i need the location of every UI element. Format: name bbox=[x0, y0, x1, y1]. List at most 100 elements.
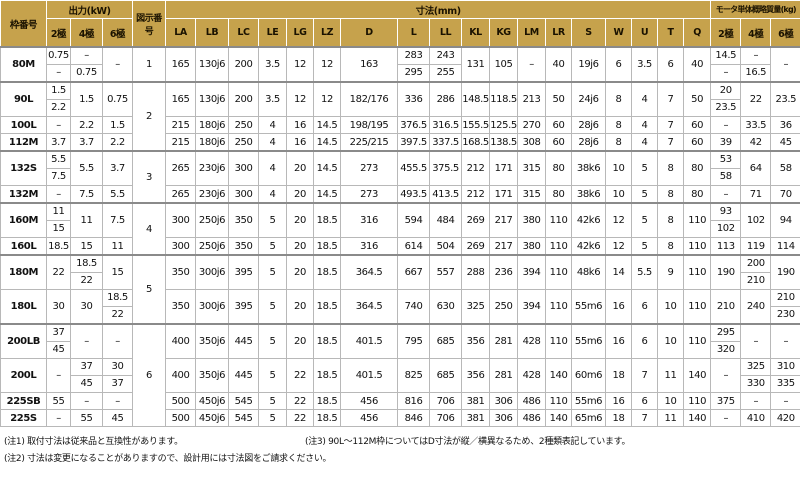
cell: 45 bbox=[770, 133, 800, 152]
split-cell: 11 15 bbox=[46, 202, 71, 238]
cell: 740 bbox=[397, 289, 431, 325]
cell: 140 bbox=[683, 409, 712, 427]
cell: 400 bbox=[165, 323, 197, 359]
cell: 131 bbox=[461, 46, 491, 83]
cell: 281 bbox=[489, 358, 519, 393]
cell: 381 bbox=[461, 409, 491, 427]
header-cell: 6極 bbox=[101, 18, 134, 48]
cell: 20 bbox=[286, 202, 315, 238]
cell: 450j6 bbox=[195, 409, 230, 427]
split-cell: 243 255 bbox=[429, 46, 463, 83]
table-row: 112M 3.7 3.7 2.2 215 180j6 250 4 16 14.5 225/215 39… bbox=[0, 133, 800, 152]
cell: 300 bbox=[165, 237, 197, 256]
cell: 8 bbox=[605, 116, 633, 134]
cell: 163 bbox=[340, 46, 399, 83]
frame-cell: 132S bbox=[0, 150, 47, 186]
cell-value: 23.5 bbox=[711, 99, 740, 116]
frame-cell: 200L bbox=[0, 358, 47, 393]
header-cell: LZ bbox=[313, 18, 342, 48]
cell: 7.5 bbox=[101, 202, 134, 238]
cell: 130j6 bbox=[195, 81, 230, 117]
cell: 273 bbox=[340, 185, 399, 204]
split-cell: 310 335 bbox=[770, 358, 800, 393]
header-cell: LA bbox=[165, 18, 197, 48]
cell-value: 93 bbox=[719, 206, 732, 217]
cell: 5 bbox=[631, 185, 659, 204]
cell: 500 bbox=[165, 409, 197, 427]
cell: 18.5 bbox=[313, 202, 342, 238]
cell: 350 bbox=[228, 202, 260, 238]
cell: 6 bbox=[631, 323, 659, 359]
cell: 12 bbox=[286, 81, 315, 117]
cell: 16 bbox=[605, 392, 633, 410]
table-row: 225SB 55– –500 450j6 545 5 22 18.5 456 816 706 381 3… bbox=[0, 392, 800, 410]
cell: – bbox=[70, 392, 103, 410]
cell: 11 bbox=[70, 202, 103, 238]
cell: 140 bbox=[545, 409, 573, 427]
cell: 455.5 bbox=[397, 150, 431, 186]
header-cell: 枠番号 bbox=[0, 0, 47, 48]
table-body: 80M 0.75– –0.75–1 165 130j6 200 3.5 12 12 163 283 2… bbox=[0, 46, 800, 427]
cell: 395 bbox=[228, 254, 260, 290]
table-row: 100L –2.2 1.5 215 180j6 250 4 16 14.5 198/195 376.… bbox=[0, 116, 800, 134]
cell: 20 bbox=[286, 323, 315, 359]
cell: 14.5 bbox=[313, 185, 342, 204]
header-row: 枠番号 出力(kW) 図示番号 寸法(mm) モータ単体概略質量(kg) bbox=[0, 0, 800, 48]
cell: 630 bbox=[429, 289, 463, 325]
cell-value: – bbox=[47, 64, 70, 81]
cell: 250 bbox=[228, 116, 260, 134]
cell-value: 295 bbox=[398, 64, 429, 81]
cell-value: 37 bbox=[52, 327, 65, 338]
cell: 212 bbox=[461, 150, 491, 186]
cell: 12 bbox=[286, 46, 315, 83]
split-cell: 14.5 – bbox=[710, 46, 742, 83]
table-row: 80M 0.75– –0.75–1 165 130j6 200 3.5 12 12 163 283 2… bbox=[0, 46, 800, 83]
header-cell: S bbox=[571, 18, 607, 48]
frame-cell: 132M bbox=[0, 185, 47, 204]
split-cell: 200 210 bbox=[740, 254, 772, 290]
frame-cell: 180L bbox=[0, 289, 47, 325]
cell: 55 bbox=[46, 392, 71, 410]
cell: 18.5 bbox=[313, 254, 342, 290]
cell: 14.5 bbox=[313, 150, 342, 186]
cell: – bbox=[46, 185, 71, 204]
cell: – bbox=[770, 392, 800, 410]
cell: 706 bbox=[429, 409, 463, 427]
cell: 356 bbox=[461, 358, 491, 393]
header-cell: L bbox=[397, 18, 431, 48]
figure-cell: 2 bbox=[132, 81, 167, 152]
cell: 500 bbox=[165, 392, 197, 410]
cell: 7 bbox=[631, 358, 659, 393]
cell: 213 bbox=[517, 81, 547, 117]
cell: 273 bbox=[340, 150, 399, 186]
cell: 364.5 bbox=[340, 289, 399, 325]
cell: 376.5 bbox=[397, 116, 431, 134]
cell: 60m6 bbox=[571, 358, 607, 393]
table-row: 225S –55 45 500 450j6 545 5 22 18.5 456 846 706 381 3… bbox=[0, 409, 800, 427]
split-cell: 295 320 bbox=[710, 323, 742, 359]
cell-value: 102 bbox=[711, 220, 740, 237]
cell: 110 bbox=[545, 237, 573, 256]
cell-value: 335 bbox=[771, 375, 800, 392]
cell-value: 5.5 bbox=[51, 154, 66, 165]
cell-value: 14.5 bbox=[715, 50, 737, 61]
table-row: 132M –7.5 5.5 265 230j6 300 4 20 14.5 273 493.5 413… bbox=[0, 185, 800, 204]
cell-value: 0.75 bbox=[48, 50, 69, 61]
cell: – bbox=[46, 116, 71, 134]
cell: 102 bbox=[740, 202, 772, 238]
cell: 825 bbox=[397, 358, 431, 393]
cell: 55 bbox=[70, 409, 103, 427]
header-cell: 寸法(mm) bbox=[165, 0, 712, 19]
cell-value: 37 bbox=[80, 361, 93, 372]
header-cell: 4極 bbox=[70, 18, 103, 48]
cell: 250j6 bbox=[195, 237, 230, 256]
cell: 10 bbox=[657, 323, 685, 359]
cell: – bbox=[710, 116, 742, 134]
cell: 380 bbox=[517, 237, 547, 256]
cell: 18.5 bbox=[313, 392, 342, 410]
cell-value: 22 bbox=[71, 272, 102, 289]
cell: 456 bbox=[340, 392, 399, 410]
cell: 269 bbox=[461, 237, 491, 256]
cell: 55m6 bbox=[571, 323, 607, 359]
cell: – bbox=[101, 323, 134, 359]
